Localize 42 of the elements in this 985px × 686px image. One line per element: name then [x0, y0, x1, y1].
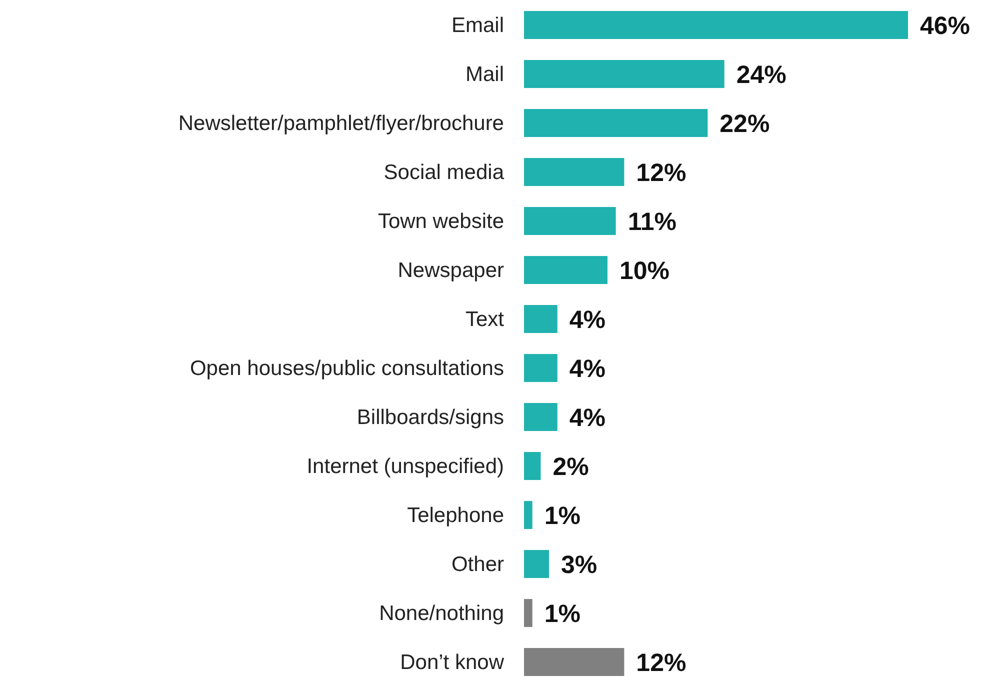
bar — [524, 550, 550, 578]
bar — [524, 60, 724, 88]
y-tick-label: Billboards/signs — [356, 406, 504, 429]
data-label: 12% — [636, 648, 686, 677]
bar — [524, 11, 908, 39]
bar — [524, 403, 558, 431]
bar — [524, 158, 624, 186]
bar — [524, 109, 708, 137]
bar — [524, 599, 532, 627]
data-label: 4% — [569, 354, 606, 383]
y-tick-label: None/nothing — [379, 602, 504, 625]
data-label: 2% — [552, 452, 589, 481]
data-label: 46% — [920, 12, 970, 40]
y-tick-label: Email — [451, 14, 504, 37]
data-label: 24% — [736, 60, 786, 89]
y-tick-label: Social media — [384, 160, 504, 184]
bar — [524, 452, 541, 480]
y-tick-label: Other — [451, 552, 504, 576]
y-tick-label: Newspaper — [398, 258, 504, 282]
bar — [524, 305, 558, 333]
data-label: 4% — [569, 306, 606, 334]
data-label: 1% — [544, 502, 580, 530]
bar — [524, 256, 608, 284]
y-tick-label: Internet (unspecified) — [306, 454, 504, 478]
y-tick-label: Text — [465, 308, 504, 331]
y-tick-label: Don’t know — [400, 650, 505, 674]
data-label: 3% — [561, 550, 598, 579]
data-label: 1% — [544, 600, 580, 628]
bar — [524, 648, 624, 676]
data-label: 12% — [636, 158, 686, 187]
bar — [524, 501, 532, 529]
y-tick-label: Mail — [465, 62, 504, 86]
bar — [524, 354, 558, 382]
data-label: 22% — [720, 110, 770, 138]
data-label: 10% — [619, 256, 670, 285]
y-tick-label: Open houses/public consultations — [190, 356, 504, 380]
y-tick-label: Town website — [378, 210, 504, 233]
y-tick-label: Telephone — [407, 504, 504, 527]
data-label: 4% — [569, 404, 606, 432]
data-label: 11% — [628, 208, 676, 236]
bar — [524, 207, 616, 235]
y-tick-label: Newsletter/pamphlet/flyer/brochure — [178, 112, 504, 135]
